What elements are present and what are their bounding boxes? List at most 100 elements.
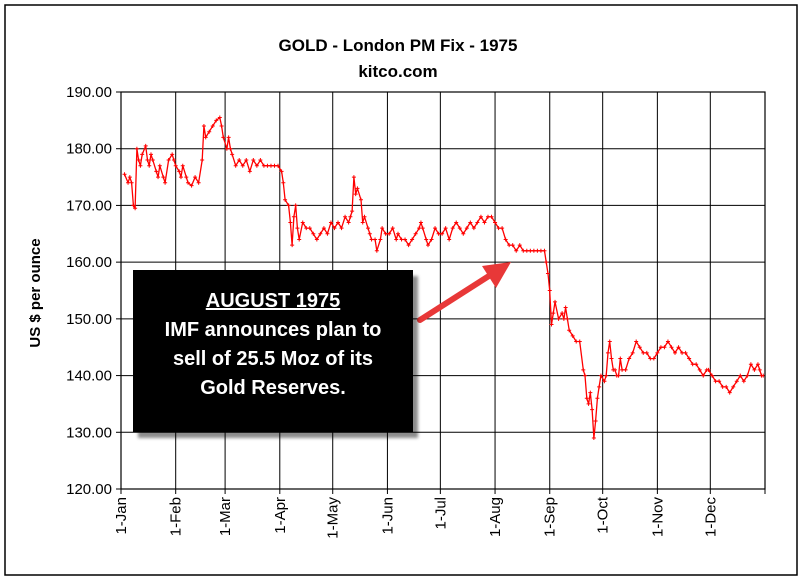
- price-point: [748, 362, 753, 367]
- price-point: [366, 226, 371, 231]
- price-point: [701, 373, 706, 378]
- callout-line-2: sell of 25.5 Moz of its: [172, 348, 374, 370]
- price-point: [410, 237, 415, 242]
- price-point: [694, 362, 699, 367]
- price-point: [690, 362, 695, 367]
- price-point: [454, 220, 459, 225]
- price-point: [658, 345, 663, 350]
- price-point: [170, 152, 175, 157]
- price-point: [210, 124, 215, 129]
- x-axis-ticks: 1-Jan 1-Feb 1-Mar 1-Apr 1-May 1-Jun 1-Jul 1-Aug…: [113, 489, 766, 539]
- price-point: [545, 271, 550, 276]
- y-tick-label: 140.00: [66, 368, 112, 385]
- price-point: [651, 356, 656, 361]
- price-point: [551, 311, 556, 316]
- y-tick-label: 150.00: [66, 311, 112, 328]
- price-point: [475, 220, 480, 225]
- price-point: [156, 175, 161, 180]
- price-point: [373, 237, 378, 242]
- callout-line-3: Gold Reserves.: [200, 377, 346, 399]
- price-point: [226, 135, 231, 140]
- price-point: [237, 158, 242, 163]
- price-point: [424, 237, 429, 242]
- price-point: [161, 175, 166, 180]
- price-point: [380, 226, 385, 231]
- price-point: [741, 379, 746, 384]
- price-point: [288, 220, 293, 225]
- price-point: [300, 220, 305, 225]
- price-point: [279, 169, 284, 174]
- callout-arrow: [417, 262, 511, 323]
- price-point: [549, 322, 554, 327]
- price-point: [583, 373, 588, 378]
- price-point: [228, 146, 233, 151]
- price-point: [374, 248, 379, 253]
- price-point: [122, 172, 127, 177]
- price-point: [720, 384, 725, 389]
- price-point: [627, 356, 632, 361]
- price-point: [283, 197, 288, 202]
- price-point: [367, 231, 372, 236]
- price-point: [328, 220, 333, 225]
- price-point: [493, 220, 498, 225]
- x-tick-label: 1-Jun: [379, 497, 396, 535]
- price-point: [166, 158, 171, 163]
- price-point: [561, 316, 566, 321]
- price-point: [620, 367, 625, 372]
- price-point: [752, 367, 757, 372]
- price-point: [244, 158, 249, 163]
- price-point: [133, 206, 138, 211]
- price-point: [311, 231, 316, 236]
- price-point: [755, 362, 760, 367]
- price-point: [171, 158, 176, 163]
- x-tick-label: 1-Sep: [542, 497, 559, 537]
- price-point: [291, 214, 296, 219]
- price-point: [224, 146, 229, 151]
- price-point: [350, 209, 355, 214]
- price-point: [478, 214, 483, 219]
- price-point: [387, 231, 392, 236]
- price-point: [618, 356, 623, 361]
- price-point: [496, 226, 501, 231]
- price-point: [353, 192, 358, 197]
- price-point: [413, 231, 418, 236]
- y-tick-label: 170.00: [66, 197, 112, 214]
- price-point: [542, 248, 547, 253]
- price-point: [544, 260, 549, 265]
- price-point: [436, 231, 441, 236]
- price-point: [734, 379, 739, 384]
- annotation-callout: AUGUST 1975 IMF announces plan to sell o…: [133, 270, 413, 432]
- x-tick-label: 1-Mar: [217, 497, 234, 536]
- price-point: [538, 248, 543, 253]
- price-point: [217, 115, 222, 120]
- price-point: [307, 226, 312, 231]
- x-tick-label: 1-Apr: [272, 497, 289, 534]
- price-point: [468, 220, 473, 225]
- price-point: [433, 226, 438, 231]
- price-point: [186, 180, 191, 185]
- price-point: [655, 350, 660, 355]
- price-point: [230, 152, 235, 157]
- price-point: [429, 237, 434, 242]
- price-point: [221, 135, 226, 140]
- price-point: [605, 350, 610, 355]
- price-point: [254, 163, 259, 168]
- price-point: [276, 163, 281, 168]
- price-point: [378, 237, 383, 242]
- price-point: [154, 169, 159, 174]
- y-tick-label: 180.00: [66, 141, 112, 158]
- price-point: [553, 299, 558, 304]
- price-point: [556, 316, 561, 321]
- price-point: [355, 186, 360, 191]
- price-point: [665, 339, 670, 344]
- price-point: [713, 379, 718, 384]
- price-point: [450, 226, 455, 231]
- price-point: [399, 237, 404, 242]
- y-tick-label: 160.00: [66, 254, 112, 271]
- price-point: [140, 152, 145, 157]
- price-point: [396, 231, 401, 236]
- price-point: [514, 248, 519, 253]
- price-point: [676, 345, 681, 350]
- price-point: [673, 350, 678, 355]
- price-point: [644, 350, 649, 355]
